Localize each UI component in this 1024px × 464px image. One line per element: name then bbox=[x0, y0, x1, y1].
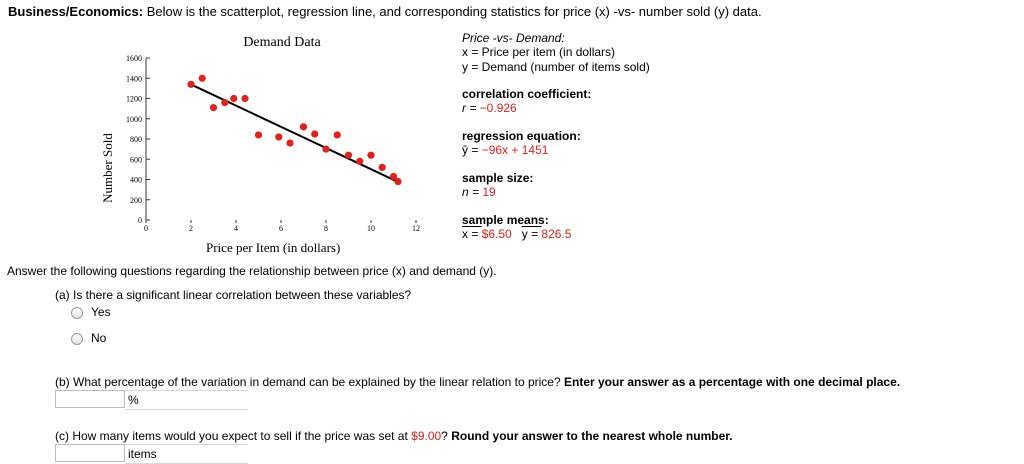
data-point bbox=[378, 163, 386, 171]
data-point bbox=[230, 94, 238, 103]
data-point bbox=[333, 131, 341, 139]
correlation-prefix: r = bbox=[462, 101, 480, 115]
regression-label: regression equation: bbox=[462, 129, 581, 143]
items-suffix: items bbox=[125, 444, 248, 464]
part-c-qmark: ? bbox=[441, 429, 448, 443]
y-tick-label: 1200 bbox=[126, 95, 142, 104]
data-point bbox=[389, 172, 398, 181]
percentage-answer-input[interactable] bbox=[55, 390, 125, 408]
regression-line bbox=[190, 83, 399, 183]
x-definition: x = Price per item (in dollars) bbox=[462, 45, 616, 59]
part-b-question: (b) What percentage of the variation in … bbox=[55, 375, 900, 389]
x-tick-label: 4 bbox=[234, 224, 238, 233]
y-mean-prefix: y = bbox=[521, 227, 542, 241]
sample-means-label: sample means: bbox=[462, 213, 549, 227]
part-c-text: (c) How many items would you expect to s… bbox=[55, 429, 412, 443]
x-tick-label: 8 bbox=[324, 224, 328, 233]
regression-value: −96x + 1451 bbox=[481, 143, 549, 157]
sample-size-value: 19 bbox=[482, 185, 496, 199]
x-axis-label: Price per Item (in dollars) bbox=[206, 240, 341, 255]
data-point bbox=[254, 131, 263, 139]
x-tick-label: 12 bbox=[412, 224, 420, 233]
data-point bbox=[209, 104, 218, 112]
items-answer-input[interactable] bbox=[55, 444, 125, 462]
data-point bbox=[311, 130, 319, 138]
y-tick-label: 1400 bbox=[126, 74, 142, 83]
data-point bbox=[198, 74, 206, 82]
chart-title: Demand Data bbox=[243, 35, 321, 50]
sample-size-prefix: n = bbox=[462, 185, 483, 199]
y-definition: y = Demand (number of items sold) bbox=[462, 60, 650, 74]
data-point bbox=[241, 94, 249, 103]
chart-axes: 0 200 400 600 800 1000 1200 1400 1600 0 2 4 6 8 10 12 bbox=[126, 54, 420, 233]
data-point bbox=[187, 80, 195, 88]
y-tick-label: 0 bbox=[138, 216, 142, 225]
part-c-question: (c) How many items would you expect to s… bbox=[55, 429, 733, 443]
y-tick-label: 1600 bbox=[126, 54, 142, 63]
header-line: Business/Economics: Below is the scatter… bbox=[8, 4, 762, 19]
chart-marks bbox=[187, 74, 402, 186]
y-tick-label: 800 bbox=[130, 135, 142, 144]
question-intro: Answer the following questions regarding… bbox=[7, 264, 497, 278]
x-tick-label: 2 bbox=[189, 224, 193, 233]
y-tick-label: 400 bbox=[130, 176, 142, 185]
data-point bbox=[322, 145, 330, 153]
regression-prefix: ŷ = bbox=[462, 143, 482, 157]
data-point bbox=[356, 157, 364, 165]
yes-radio[interactable] bbox=[71, 307, 83, 319]
part-c-price: $9.00 bbox=[411, 429, 442, 443]
topic-label: Business/Economics: bbox=[8, 4, 144, 19]
data-point bbox=[221, 98, 229, 107]
y-tick-label: 600 bbox=[130, 155, 142, 164]
part-b-text: (b) What percentage of the variation in … bbox=[55, 375, 561, 389]
y-axis-label: Number Sold bbox=[100, 133, 115, 203]
correlation-line: r = −0.926 bbox=[462, 101, 517, 115]
no-radio[interactable] bbox=[71, 333, 83, 345]
no-option-label[interactable]: No bbox=[91, 331, 107, 345]
data-point bbox=[299, 123, 308, 131]
sample-means-line: x = $6.50 y = 826.5 bbox=[462, 227, 571, 241]
data-point bbox=[394, 177, 402, 186]
data-point bbox=[286, 139, 294, 147]
regression-line: ŷ = −96x + 1451 bbox=[462, 143, 548, 157]
y-tick-label: 200 bbox=[130, 196, 142, 205]
sample-size-label: sample size: bbox=[462, 171, 534, 185]
correlation-value: −0.926 bbox=[479, 101, 517, 115]
data-point bbox=[344, 151, 353, 159]
x-tick-label: 10 bbox=[367, 224, 375, 233]
data-point bbox=[367, 151, 375, 159]
x-tick-label: 6 bbox=[279, 224, 283, 233]
part-a-question: (a) Is there a significant linear correl… bbox=[55, 288, 412, 302]
scatterplot-chart: Demand Data 0 200 400 600 800 1000 1200 1400 160… bbox=[100, 35, 420, 233]
percent-suffix: % bbox=[125, 390, 248, 410]
x-mean-value: $6.50 bbox=[481, 227, 512, 241]
x-mean-prefix: x = bbox=[462, 227, 482, 241]
data-point bbox=[275, 133, 283, 141]
part-b-instruction: Enter your answer as a percentage with o… bbox=[563, 375, 901, 389]
x-tick-label: 0 bbox=[144, 224, 148, 233]
sample-size-line: n = 19 bbox=[462, 185, 496, 199]
stats-title: Price -vs- Demand: bbox=[462, 31, 565, 45]
y-mean-value: 826.5 bbox=[541, 227, 572, 241]
yes-option-label[interactable]: Yes bbox=[91, 305, 111, 319]
part-c-instruction: Round your answer to the nearest whole n… bbox=[451, 429, 733, 443]
correlation-label: correlation coefficient: bbox=[462, 87, 592, 101]
y-tick-label: 1000 bbox=[126, 115, 142, 124]
header-description: Below is the scatterplot, regression lin… bbox=[146, 4, 762, 19]
